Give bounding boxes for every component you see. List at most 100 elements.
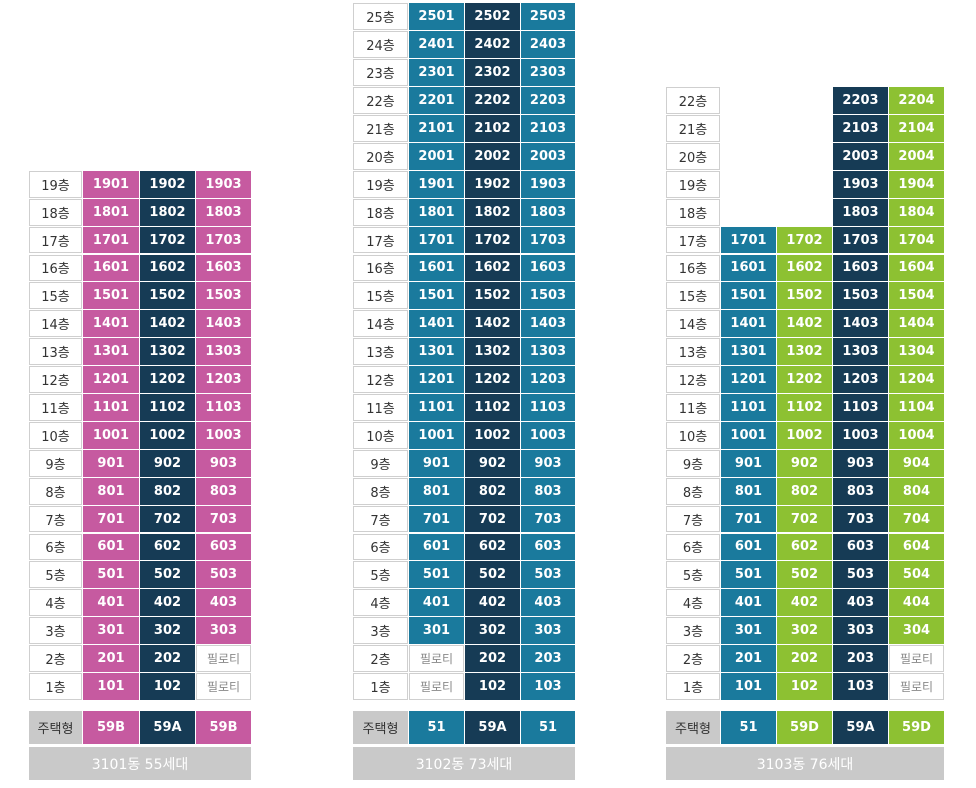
floor-label: 5층	[666, 561, 720, 589]
unit-cell: 801	[721, 477, 776, 505]
unit-cell: 901	[83, 449, 139, 477]
unit-cell: 703	[833, 505, 888, 533]
unit-cell: 1903	[833, 170, 888, 198]
unit-cell: 1301	[83, 338, 139, 366]
unit-cell: 1103	[196, 394, 251, 421]
unit-cell: 2201	[409, 87, 464, 114]
unit-cell: 903	[833, 449, 888, 477]
unit-cell: 1803	[833, 198, 888, 226]
unit-cell: 904	[889, 449, 944, 477]
unit-cell: 1202	[465, 366, 520, 393]
unit-cell: 2403	[521, 31, 575, 59]
unit-type-cell: 59B	[196, 711, 251, 744]
unit-cell: 503	[521, 561, 575, 589]
floor-label: 2층	[666, 645, 720, 672]
unit-cell: 401	[83, 589, 139, 617]
unit-cell: 302	[777, 617, 832, 645]
unit-cell: 1502	[777, 282, 832, 310]
floor-label: 10층	[666, 421, 720, 449]
unit-cell: 504	[889, 561, 944, 589]
unit-cell: 1603	[196, 254, 251, 282]
unit-type-cell: 59D	[889, 711, 944, 744]
unit-cell: 101	[721, 673, 776, 700]
unit-cell: 403	[833, 589, 888, 617]
unit-cell: 102	[777, 673, 832, 700]
unit-cell: 2102	[465, 115, 520, 142]
floor-label: 16층	[666, 254, 720, 282]
unit-cell: 302	[140, 617, 195, 645]
type-label: 주택형	[666, 711, 720, 744]
unit-type-cell: 51	[409, 711, 464, 744]
floor-label: 20층	[353, 142, 408, 170]
unit-cell: 802	[140, 477, 195, 505]
unit-cell: 602	[777, 533, 832, 561]
floor-label: 16층	[29, 254, 82, 282]
unit-type-cell: 59B	[83, 711, 139, 744]
floor-label: 5층	[353, 561, 408, 589]
unit-cell: 901	[409, 449, 464, 477]
unit-cell: 502	[777, 561, 832, 589]
floor-label: 14층	[666, 310, 720, 338]
unit-cell: 2204	[889, 87, 944, 114]
floor-label: 19층	[353, 170, 408, 198]
unit-cell: 801	[83, 477, 139, 505]
unit-cell: 1303	[833, 338, 888, 366]
unit-cell: 1203	[196, 366, 251, 393]
unit-cell: 2004	[889, 142, 944, 170]
floor-label: 14층	[353, 310, 408, 338]
piloti-cell: 필로티	[889, 645, 944, 672]
unit-cell: 1401	[721, 310, 776, 338]
floor-label: 25층	[353, 3, 408, 31]
unit-cell: 1702	[465, 226, 520, 254]
floor-label: 1층	[29, 673, 82, 700]
unit-cell: 603	[521, 533, 575, 561]
floor-label: 13층	[353, 338, 408, 366]
unit-cell: 1602	[465, 254, 520, 282]
type-label: 주택형	[29, 711, 82, 744]
unit-cell: 802	[777, 477, 832, 505]
building-3101: 19층 1901 1902 1903 18층 1801 1802 1803 17층 1701 170…	[29, 0, 251, 788]
unit-cell: 902	[777, 449, 832, 477]
unit-cell: 602	[140, 533, 195, 561]
unit-cell: 1803	[196, 198, 251, 226]
unit-cell: 1901	[409, 170, 464, 198]
unit-cell: 1202	[140, 366, 195, 393]
floor-label: 15층	[353, 282, 408, 310]
unit-cell: 1702	[140, 226, 195, 254]
unit-cell: 402	[777, 589, 832, 617]
floor-label: 19층	[29, 170, 82, 198]
floor-label: 22층	[353, 87, 408, 114]
floor-label: 4층	[29, 589, 82, 617]
unit-cell: 1502	[465, 282, 520, 310]
floor-label: 1층	[666, 673, 720, 700]
unit-cell: 501	[409, 561, 464, 589]
floor-label: 24층	[353, 31, 408, 59]
unit-cell: 501	[721, 561, 776, 589]
floor-label: 8층	[353, 477, 408, 505]
floor-label: 17층	[353, 226, 408, 254]
floor-label: 21층	[666, 115, 720, 142]
unit-cell: 1103	[833, 394, 888, 421]
floor-label: 7층	[353, 505, 408, 533]
building-footer: 3102동 73세대	[353, 747, 575, 780]
unit-cell: 1002	[465, 421, 520, 449]
unit-cell: 1501	[83, 282, 139, 310]
unit-cell: 1002	[777, 421, 832, 449]
unit-cell: 2503	[521, 3, 575, 31]
unit-cell: 102	[140, 673, 195, 700]
unit-cell: 1302	[465, 338, 520, 366]
floor-label: 6층	[29, 533, 82, 561]
unit-cell: 102	[465, 673, 520, 700]
unit-cell: 1501	[721, 282, 776, 310]
unit-cell: 1904	[889, 170, 944, 198]
floor-label: 11층	[666, 394, 720, 421]
unit-cell: 1301	[409, 338, 464, 366]
floor-label: 9층	[29, 449, 82, 477]
unit-cell: 1302	[140, 338, 195, 366]
unit-cell: 1601	[83, 254, 139, 282]
piloti-cell: 필로티	[196, 673, 251, 700]
unit-cell: 1403	[833, 310, 888, 338]
unit-cell: 1203	[833, 366, 888, 393]
unit-cell: 1103	[521, 394, 575, 421]
unit-cell: 1004	[889, 421, 944, 449]
